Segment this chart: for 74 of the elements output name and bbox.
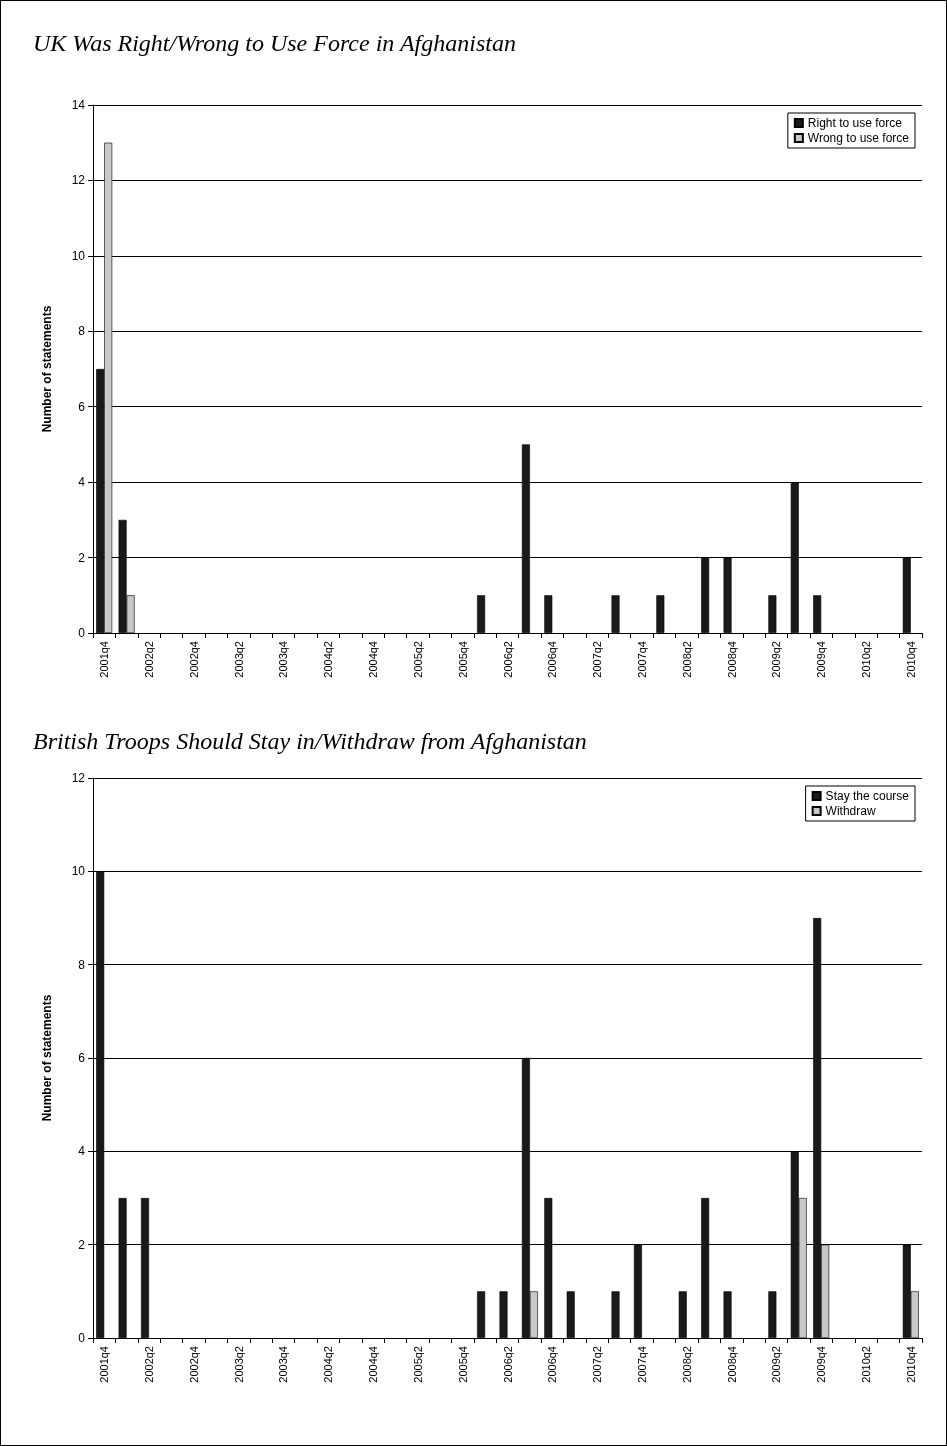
y-tick-label: 14: [71, 98, 86, 112]
x-tick-label: 2007q4: [635, 1346, 648, 1383]
x-tick-label: 2005q2: [411, 641, 424, 678]
y-tick-label: 0: [78, 1331, 86, 1345]
x-tick-label: 2005q4: [456, 641, 469, 678]
bar: [723, 1291, 732, 1338]
chart-title: UK Was Right/Wrong to Use Force in Afghanistan: [33, 30, 516, 56]
y-tick-label: 12: [71, 771, 86, 785]
x-tick-label: 2006q2: [501, 641, 514, 678]
x-tick-label: 2010q4: [904, 1346, 917, 1383]
x-tick-label: 2008q2: [680, 641, 693, 678]
y-tick-label: 4: [78, 475, 86, 490]
x-tick-label: 2009q2: [770, 641, 783, 678]
bar: [499, 1291, 508, 1338]
legend-label: Right to use force: [807, 116, 903, 130]
y-tick-label: 10: [71, 864, 86, 879]
x-tick-label: 2005q2: [411, 1346, 424, 1383]
x-tick-label: 2001q4: [98, 641, 111, 678]
bar: [768, 595, 777, 633]
x-tick-label: 2001q4: [98, 1346, 111, 1383]
y-tick-label: 0: [78, 626, 86, 640]
x-tick-label: 2006q2: [501, 1346, 514, 1383]
x-tick-label: 2003q2: [232, 641, 245, 678]
y-tick-label: 12: [71, 173, 86, 188]
bar: [544, 595, 553, 633]
bar: [611, 1291, 620, 1338]
x-tick-label: 2002q4: [187, 641, 200, 678]
y-axis-title: Number of statements: [40, 305, 54, 433]
x-tick-label: 2004q2: [322, 1346, 335, 1383]
bar: [813, 595, 822, 633]
x-tick-label: 2009q4: [815, 1346, 828, 1383]
legend-label: Wrong to use force: [807, 131, 910, 145]
x-tick-label: 2002q4: [187, 1346, 200, 1383]
y-tick-label: 6: [78, 399, 86, 414]
x-tick-label: 2006q4: [546, 641, 559, 678]
y-tick-label: 8: [78, 324, 86, 339]
y-axis-title: Number of statements: [40, 994, 54, 1122]
x-tick-label: 2003q4: [277, 641, 290, 678]
x-tick-label: 2007q2: [591, 641, 604, 678]
bar: [656, 595, 665, 633]
x-tick-label: 2003q4: [277, 1346, 290, 1383]
bar: [678, 1291, 687, 1338]
x-tick-label: 2010q2: [859, 1346, 872, 1383]
x-tick-label: 2007q4: [635, 641, 648, 678]
x-tick-label: 2009q2: [770, 1346, 783, 1383]
x-tick-label: 2008q4: [725, 641, 738, 678]
x-tick-label: 2004q4: [367, 1346, 380, 1383]
bar: [566, 1291, 575, 1338]
x-tick-label: 2004q2: [322, 641, 335, 678]
bar: [611, 595, 620, 633]
x-tick-label: 2005q4: [456, 1346, 469, 1383]
bar: [477, 595, 486, 633]
chart-title: British Troops Should Stay in/Withdraw from Afghanistan: [33, 728, 587, 754]
y-tick-label: 8: [78, 957, 86, 972]
x-tick-label: 2010q4: [904, 641, 917, 678]
x-tick-label: 2010q2: [859, 641, 872, 678]
x-tick-label: 2004q4: [367, 641, 380, 678]
x-tick-label: 2003q2: [232, 1346, 245, 1383]
bar: [477, 1291, 486, 1338]
x-tick-label: 2007q2: [591, 1346, 604, 1383]
legend-label: Withdraw: [825, 804, 876, 818]
legend-label: Stay the course: [825, 789, 910, 803]
y-tick-label: 2: [78, 1237, 86, 1252]
y-tick-label: 6: [78, 1051, 86, 1065]
x-tick-label: 2006q4: [546, 1346, 559, 1383]
x-tick-label: 2008q4: [725, 1346, 738, 1383]
x-tick-label: 2008q2: [680, 1346, 693, 1383]
x-tick-label: 2002q2: [143, 1346, 156, 1383]
x-tick-label: 2009q4: [815, 641, 828, 678]
y-tick-label: 4: [78, 1144, 86, 1159]
y-tick-label: 10: [71, 248, 86, 263]
bar: [768, 1291, 777, 1338]
x-tick-label: 2002q2: [143, 641, 156, 678]
y-tick-label: 2: [78, 550, 86, 565]
